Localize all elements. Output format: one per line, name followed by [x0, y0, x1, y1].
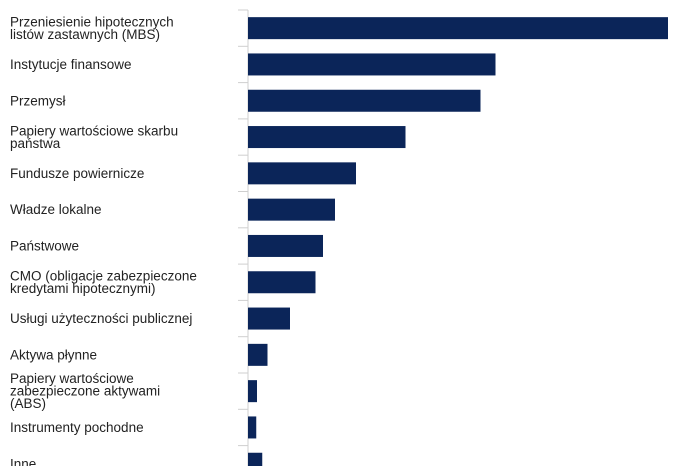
category-label-line: kredytami hipotecznymi) — [10, 281, 156, 296]
bar — [248, 452, 263, 466]
category-label-line: Przemysł — [10, 93, 66, 108]
category-label-line: Aktywa płynne — [10, 347, 97, 362]
category-label: Papiery wartościowe skarbu państwa — [10, 123, 178, 151]
bar — [248, 380, 257, 403]
bar — [248, 17, 668, 40]
category-label-line: Państwowe — [10, 238, 79, 253]
category-label-line: Instrumenty pochodne — [10, 420, 144, 435]
category-label: CMO (obligacje zabezpieczone kredytami hi… — [10, 269, 197, 297]
bar — [248, 198, 335, 221]
category-label: Fundusze powiernicze — [10, 166, 144, 181]
category-label-line: CMO (obligacje zabezpieczone — [10, 269, 197, 284]
category-label: Władze lokalne — [10, 202, 102, 217]
bars — [248, 17, 668, 466]
bar — [248, 271, 316, 294]
bar — [248, 416, 257, 439]
y-axis — [238, 9, 249, 466]
category-label: Aktywa płynne — [10, 347, 97, 362]
category-label-line: zabezpieczone aktywami — [10, 384, 160, 399]
category-label-line: Przeniesienie hipotecznych — [10, 14, 174, 29]
category-label-line: Papiery wartościowe skarbu — [10, 123, 178, 138]
bar — [248, 53, 496, 76]
bar — [248, 343, 268, 366]
category-label-line: Władze lokalne — [10, 202, 102, 217]
category-label-line: listów zastawnych (MBS) — [10, 27, 160, 42]
bar — [248, 234, 323, 257]
category-label-line: Instytucje finansowe — [10, 57, 132, 72]
category-label-line: Usługi użyteczności publicznej — [10, 311, 192, 326]
category-label: Instytucje finansowe — [10, 57, 132, 72]
category-label: Instrumenty pochodne — [10, 420, 144, 435]
category-label: Papiery wartościowe zabezpieczone aktywam… — [10, 371, 160, 411]
bar — [248, 126, 406, 149]
category-label: Przemysł — [10, 93, 66, 108]
category-label-line: Fundusze powiernicze — [10, 166, 144, 181]
bar — [248, 162, 356, 185]
category-label-line: Inne — [10, 456, 36, 466]
bar — [248, 89, 481, 112]
category-label: Inne — [10, 456, 36, 466]
category-labels: Przeniesienie hipotecznych listów zastawn… — [10, 14, 197, 466]
bar — [248, 307, 290, 330]
category-label-line: (ABS) — [10, 396, 46, 411]
category-label: Usługi użyteczności publicznej — [10, 311, 192, 326]
category-label-line: państwa — [10, 136, 61, 151]
category-label: Przeniesienie hipotecznych listów zastawn… — [10, 14, 174, 42]
category-label: Państwowe — [10, 238, 79, 253]
category-label-line: Papiery wartościowe — [10, 371, 134, 386]
